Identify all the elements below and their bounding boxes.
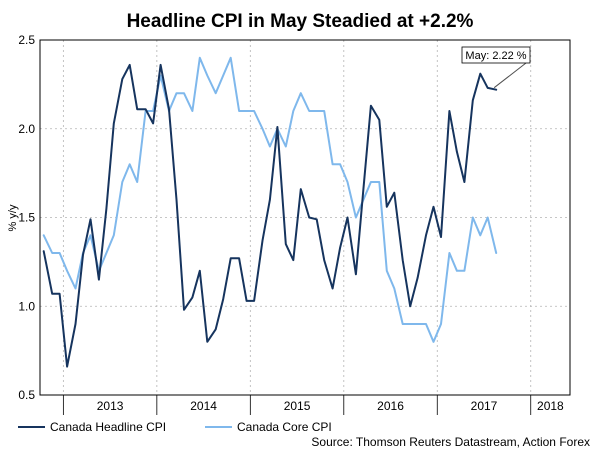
chart-title: Headline CPI in May Steadied at +2.2% — [127, 11, 474, 32]
series-line-core — [42, 56, 498, 343]
x-tick-label: 2013 — [97, 399, 124, 413]
x-axis-ticks: 2013 2014 2015 2016 2017 2018 — [62, 395, 564, 415]
annotation-layer: May: 2.22 % — [461, 46, 531, 89]
source-note: Source: Thomson Reuters Datastream, Acti… — [311, 435, 590, 449]
y-tick-label: 0.5 — [18, 388, 35, 402]
x-tick-label: 2016 — [377, 399, 404, 413]
plot-frame — [39, 39, 571, 396]
legend: Canada Headline CPI Canada Core CPI — [18, 420, 332, 434]
annotation-box — [461, 46, 531, 64]
series-layer — [42, 56, 498, 368]
x-tick-label: 2015 — [284, 399, 311, 413]
annotation-arrow — [493, 62, 527, 89]
x-tick-label: 2018 — [537, 399, 564, 413]
y-tick-label: 1.0 — [18, 299, 35, 313]
x-tick-label: 2017 — [471, 399, 498, 413]
y-axis-label: % y/y — [7, 204, 19, 231]
legend-label-headline: Canada Headline CPI — [50, 420, 166, 434]
y-tick-label: 1.5 — [18, 211, 35, 225]
y-tick-label: 2.5 — [18, 33, 35, 47]
annotation-label: May: 2.22 % — [465, 50, 526, 62]
y-tick-label: 2.0 — [18, 122, 35, 136]
legend-label-core: Canada Core CPI — [237, 420, 332, 434]
x-tick-label: 2014 — [190, 399, 217, 413]
series-line-headline — [42, 63, 498, 368]
y-axis-ticks: 0.5 1.0 1.5 2.0 2.5 — [18, 33, 35, 402]
